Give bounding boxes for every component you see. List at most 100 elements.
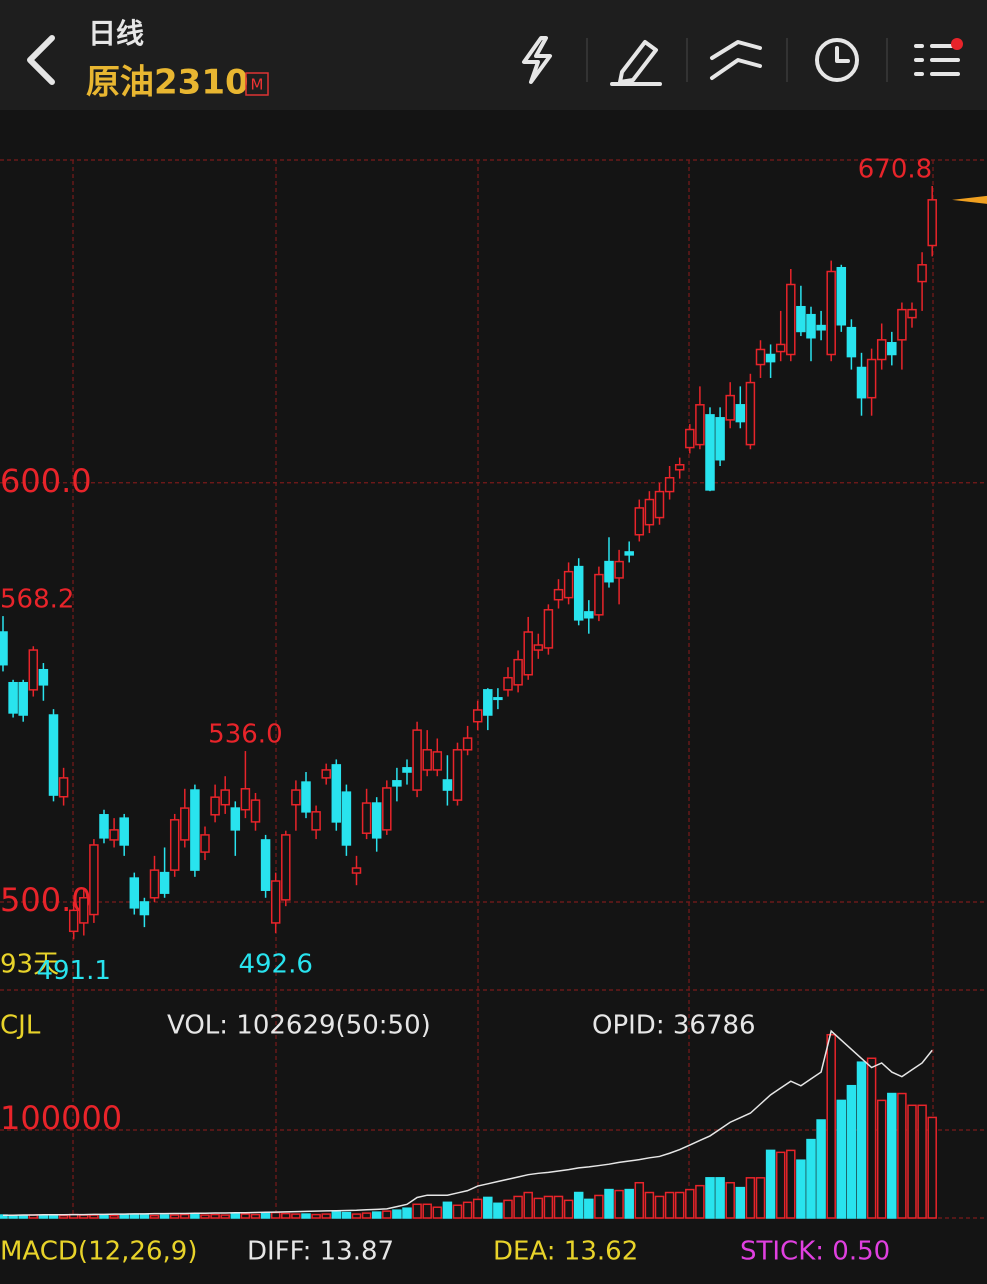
candle-body [281, 834, 291, 901]
candle-body [180, 807, 190, 841]
volume-bar [735, 1186, 746, 1219]
volume-bar [745, 1177, 756, 1219]
diff-label: DIFF: 13.87 [247, 1237, 394, 1267]
candle-body [472, 709, 483, 723]
candle-body [230, 807, 241, 831]
candle-body [715, 417, 725, 461]
flash-icon[interactable] [522, 36, 552, 84]
back-button[interactable] [27, 35, 55, 85]
volume-bar [392, 1209, 402, 1219]
volume-bar [361, 1212, 372, 1219]
candle-body [432, 751, 443, 771]
price-annotation: 536.0 [208, 720, 282, 750]
volume-bar [220, 1214, 230, 1219]
volume-bar [240, 1213, 251, 1219]
candle-body [866, 358, 877, 399]
volume-bar [856, 1061, 867, 1219]
candle-body [89, 844, 99, 916]
candle-body [210, 796, 220, 816]
toolbar [522, 36, 960, 86]
volume-bar [412, 1203, 422, 1219]
menu-icon[interactable] [914, 44, 960, 76]
period-label: 93天 [0, 950, 59, 980]
volume-bar [260, 1212, 271, 1219]
candle-body [119, 817, 129, 846]
candle-body [452, 749, 463, 801]
candle-body [159, 871, 170, 894]
candle-body [917, 264, 927, 283]
volume-bar [523, 1191, 533, 1219]
candle-body [826, 270, 836, 356]
candle-body [18, 681, 28, 716]
volume-bar [604, 1188, 614, 1219]
price-annotation: 568.2 [0, 585, 74, 615]
candle-body [220, 789, 230, 806]
volume-bar [584, 1198, 594, 1219]
candle-body [755, 348, 766, 366]
candle-body [705, 414, 715, 491]
price-annotation: 491.1 [36, 956, 110, 986]
header-bar [0, 0, 987, 110]
volume-bar [422, 1203, 432, 1219]
candle-body [301, 781, 311, 813]
candle-body [503, 676, 513, 691]
volume-bar [321, 1213, 331, 1219]
candle-body [624, 551, 634, 556]
volume-bar [876, 1099, 887, 1219]
volume-bar [634, 1181, 645, 1219]
candle-body [553, 588, 564, 601]
candle-body [38, 668, 49, 686]
candle-body [876, 339, 887, 361]
volume-bar [806, 1138, 816, 1219]
candle-body [442, 779, 453, 791]
volume-bar [331, 1211, 342, 1219]
candle-body [836, 266, 847, 326]
candle-body [533, 644, 544, 651]
volume-bar [432, 1206, 443, 1219]
volume-bar [210, 1213, 220, 1219]
candle-body [190, 789, 200, 871]
candle-body [584, 611, 594, 619]
volume-bar [826, 1033, 836, 1219]
volume-bar [705, 1177, 715, 1219]
candle-body [48, 714, 59, 796]
candle-body [856, 366, 867, 399]
candle-body [169, 819, 180, 871]
candle-body [735, 404, 746, 423]
volume-bar [644, 1191, 655, 1219]
candle-body [563, 570, 574, 599]
candle-body [270, 880, 281, 924]
opid-label: OPID: 36786 [592, 1011, 756, 1041]
volume-bar [281, 1212, 291, 1219]
candle-body [765, 353, 776, 363]
candle-body [402, 767, 412, 773]
candle-body [321, 769, 331, 779]
indicator-icon[interactable] [710, 40, 762, 80]
candle-body [654, 490, 665, 519]
time-icon[interactable] [815, 38, 859, 82]
candle-body [927, 199, 937, 247]
volume-bar [200, 1214, 210, 1219]
volume-bar [654, 1195, 665, 1219]
candle-body [846, 326, 857, 358]
volume-bar [796, 1159, 806, 1219]
volume-bar [765, 1149, 776, 1219]
volume-label: VOL: 102629(50:50) [167, 1011, 431, 1041]
volume-bar [927, 1116, 937, 1219]
volume-bar [18, 1214, 28, 1219]
candle-body [260, 839, 271, 891]
volume-bar [442, 1201, 453, 1219]
volume-bar [897, 1092, 907, 1219]
candle-body [129, 877, 140, 909]
draw-icon[interactable] [610, 40, 662, 86]
candle-body [664, 476, 675, 493]
volume-bar [624, 1188, 634, 1219]
opid-line [3, 1029, 933, 1217]
volume-bar [452, 1204, 463, 1219]
candle-body [806, 313, 816, 339]
volume-bar [685, 1188, 695, 1219]
candle-body [0, 631, 8, 666]
candle-body [149, 869, 160, 899]
volume-bar [291, 1213, 301, 1219]
